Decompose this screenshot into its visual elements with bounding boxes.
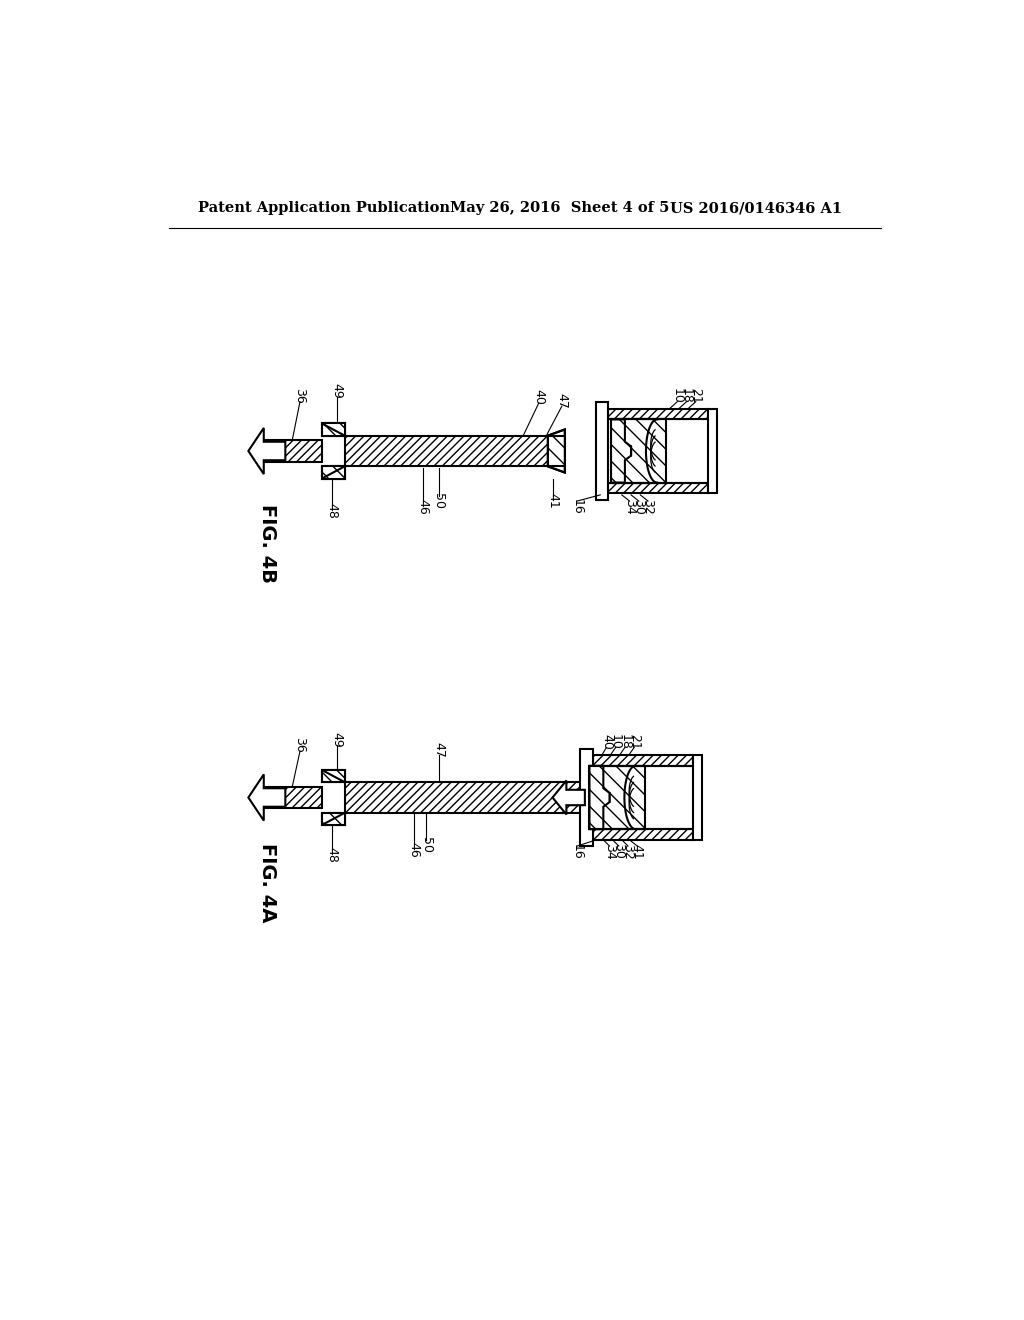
Text: US 2016/0146346 A1: US 2016/0146346 A1 [670,202,842,215]
Bar [585,781,602,813]
Text: 49: 49 [331,731,343,747]
Polygon shape [249,775,286,821]
Text: 46: 46 [417,499,430,515]
Bar [322,813,345,825]
Bar [345,781,585,813]
Bar [593,829,692,840]
Bar [590,766,645,829]
Text: FIG. 4A: FIG. 4A [258,842,276,921]
Text: 50: 50 [432,494,445,510]
Text: 21: 21 [628,734,641,750]
Text: 34: 34 [603,843,616,859]
Polygon shape [249,428,286,474]
Text: FIG. 4B: FIG. 4B [258,504,276,583]
Bar [322,466,345,479]
Text: 16: 16 [570,843,584,859]
Text: 41: 41 [631,843,644,859]
Polygon shape [585,776,602,818]
Text: 49: 49 [331,383,343,399]
Text: 10: 10 [609,734,623,750]
Bar [548,436,565,466]
Bar [611,420,667,483]
Bar [608,483,708,494]
Text: 32: 32 [622,843,635,859]
Polygon shape [548,429,565,473]
Polygon shape [590,766,609,829]
Text: 36: 36 [294,738,306,752]
Text: 30: 30 [612,843,626,859]
Bar [611,420,631,483]
Bar [708,409,717,494]
Bar [322,770,345,781]
Text: 21: 21 [689,388,702,404]
Text: 48: 48 [326,846,339,862]
Text: 48: 48 [326,503,339,519]
Text: 40: 40 [600,734,613,750]
Text: 36: 36 [294,388,306,404]
Text: 50: 50 [420,837,433,853]
Text: Patent Application Publication: Patent Application Publication [199,202,451,215]
Bar [322,770,345,781]
Text: 34: 34 [623,499,636,515]
Text: 30: 30 [632,499,645,515]
Text: 47: 47 [555,393,568,409]
Bar [692,755,701,840]
Bar [256,787,322,808]
Bar [608,409,708,420]
Bar [322,813,345,825]
Bar [593,755,692,766]
Bar [322,424,345,436]
Text: 18: 18 [618,734,632,750]
Bar [345,436,548,466]
Bar [256,441,322,462]
Text: 32: 32 [641,499,654,515]
Text: 41: 41 [546,494,559,510]
Text: 18: 18 [680,388,693,404]
Bar [581,748,593,846]
Text: 47: 47 [432,742,445,758]
Text: May 26, 2016  Sheet 4 of 5: May 26, 2016 Sheet 4 of 5 [451,202,670,215]
Bar [322,424,345,436]
Polygon shape [611,420,631,483]
Text: 40: 40 [532,389,545,405]
Bar [596,403,608,499]
Text: 10: 10 [671,388,684,404]
Bar [590,766,609,829]
Text: 46: 46 [408,842,421,858]
Polygon shape [553,780,585,814]
Bar [322,466,345,479]
Text: 16: 16 [570,499,584,515]
